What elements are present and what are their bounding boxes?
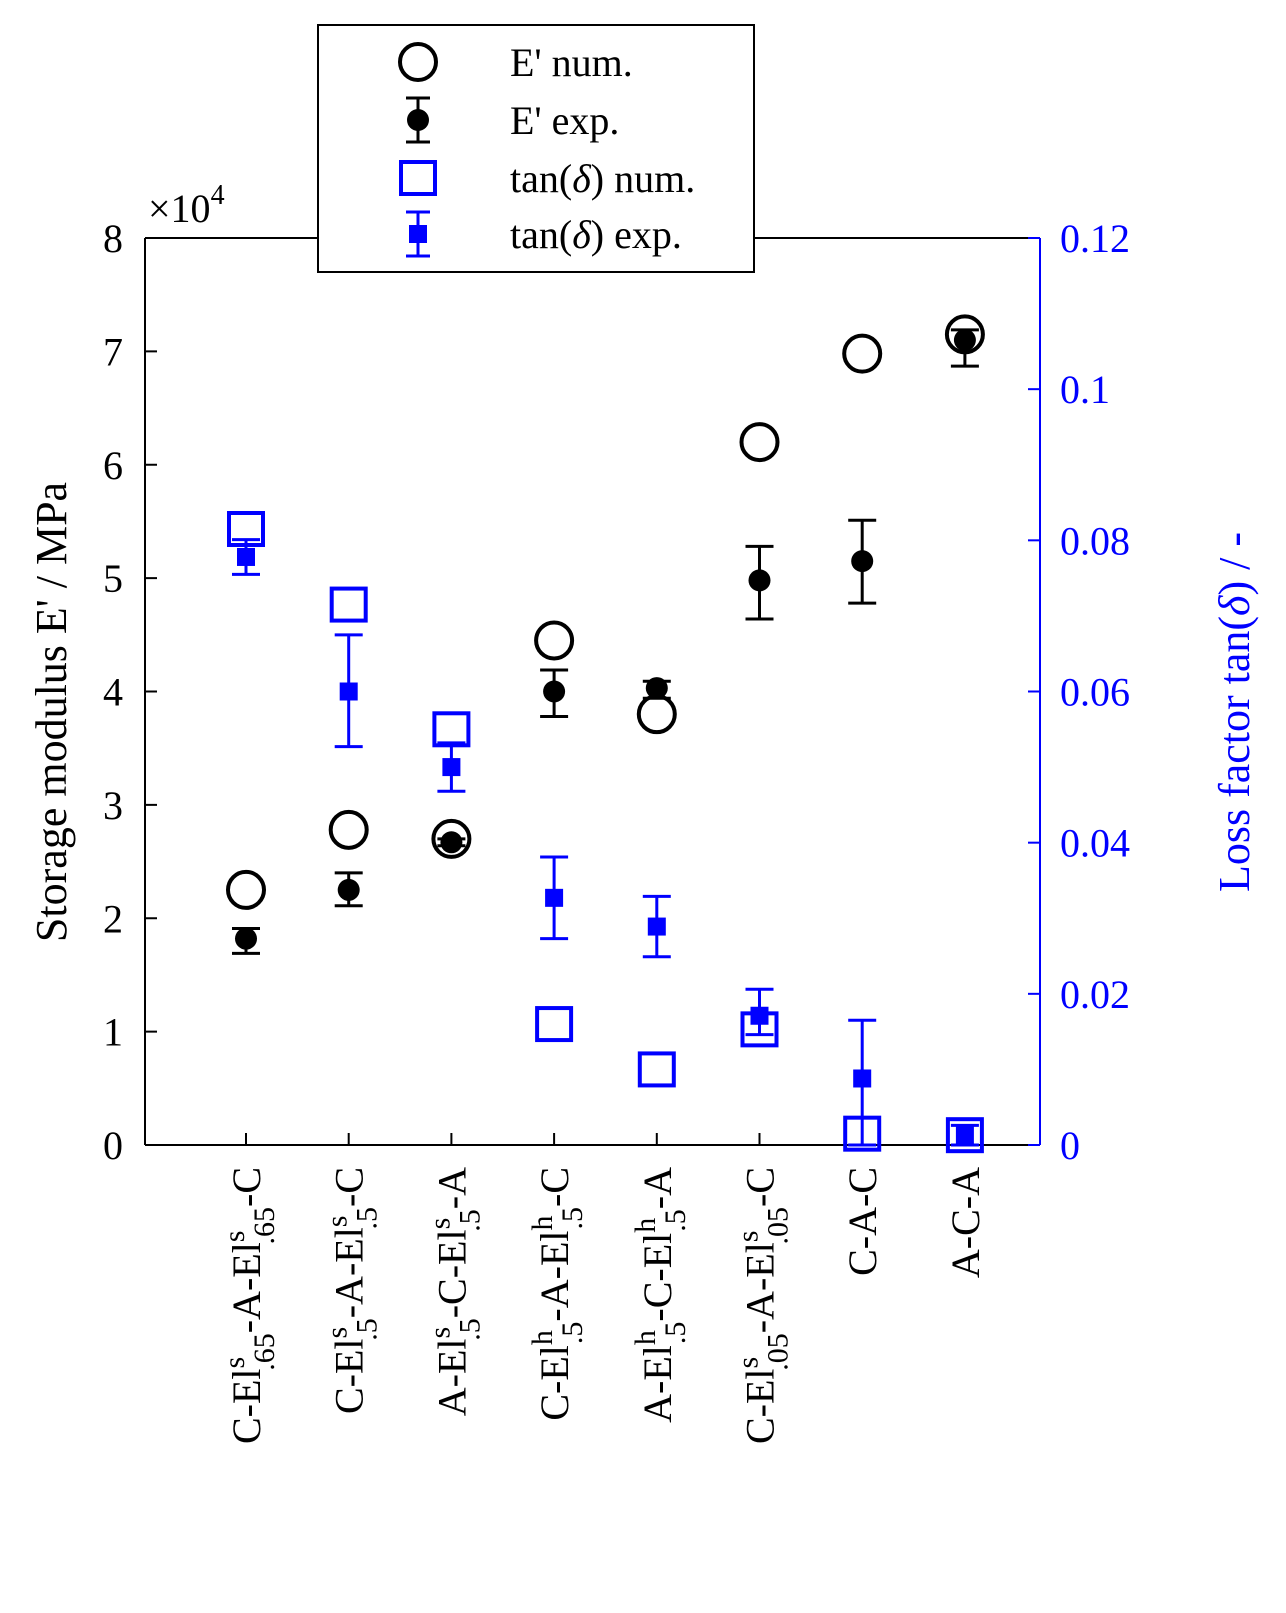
y-tick-label: 3 [103,783,123,828]
x-tick-label: A-Elh.5-C-Elh.5-A [629,1167,692,1423]
x-tick-label: C-Els.65-A-Els.65-C [218,1167,281,1444]
data-marks [226,314,985,1154]
axes [144,237,1041,1146]
y2-tick-label: 0.04 [1060,821,1130,866]
tan-num-point [432,711,471,748]
y-tick-label: 7 [103,329,123,374]
tan-num-point [843,1115,882,1152]
y-tick-label: 5 [103,556,123,601]
e-num-point [328,809,369,850]
y-tick-label: 2 [103,896,123,941]
tan-exp-point [237,547,255,566]
y2-tick-label: 0 [1060,1123,1080,1168]
y2-tick-label: 0.12 [1060,216,1130,261]
e-num-point [739,422,780,463]
e-num-point [226,869,266,910]
legend-entry-e-exp: E' exp. [406,96,619,144]
legend: E' num. E' exp. tan(δ) num. tan(δ) exp. [317,24,755,273]
y2-tick-label: 0.02 [1060,972,1130,1017]
y-tick-label: 0 [103,1123,123,1168]
x-tick-label: C-Elh.5-A-Elh.5-C [526,1167,589,1421]
e-exp-point [851,550,874,573]
tan-num-point [329,586,368,623]
y-tick-label: 6 [103,443,123,488]
y2-tick-label: 0.08 [1060,518,1130,563]
legend-marker-open-circle [398,42,438,82]
y-axis-label: Storage modulus E' / MPa [27,482,76,942]
x-tick-label: A-C-A [943,1167,988,1278]
legend-entry-tan-num: tan(δ) num. [399,156,695,201]
y-tick-label: 4 [103,670,123,715]
x-tick-label: A-Els.5-C-Els.5-A [423,1167,486,1416]
y2-axis-label: Loss factor tan(δ) / - [1210,532,1259,892]
e-exp-point [440,831,463,854]
legend-label: tan(δ) exp. [510,212,682,257]
legend-marker-filled-circle [407,109,429,131]
e-num-point [534,620,575,661]
legend-box [317,24,755,273]
legend-label: E' num. [510,40,633,85]
e-num-point [842,333,883,374]
e-exp-point [337,878,360,901]
e-num-point [636,694,677,735]
legend-label: tan(δ) num. [510,156,695,201]
legend-entry-tan-exp: tan(δ) exp. [406,210,682,258]
e-exp-point [543,680,566,703]
tan-exp-point [955,1126,974,1145]
x-axis-ticks: C-Els.65-A-Els.65-C C-Els.5-A-Els.5-C A-El… [218,1133,988,1444]
legend-entry-e-num: E' num. [398,40,633,85]
tan-exp-point [545,888,564,907]
tan-exp-point [750,1006,769,1025]
e-exp-point [953,329,976,352]
e-exp-point [748,569,771,592]
tan-num-point [945,1117,984,1154]
tan-exp-point [853,1069,872,1088]
legend-marker-filled-square [409,225,427,243]
tan-exp-point [339,682,358,701]
y2-tick-label: 0.1 [1060,367,1110,412]
legend-marker-open-square [399,160,437,196]
right-y-axis-ticks: 0 0.02 0.04 0.06 0.08 0.1 0.12 [1028,216,1130,1168]
y-axis-multiplier: ×104 [148,180,225,231]
x-tick-label: C-Els.05-A-Els.05-C [732,1167,795,1444]
y2-tick-label: 0.06 [1060,670,1130,715]
tan-num-point [535,1006,574,1043]
y-tick-label: 8 [103,216,123,261]
e-exp-point [645,677,668,700]
legend-label: E' exp. [510,98,619,143]
left-y-axis-ticks: 0 1 2 3 4 5 6 7 8 [103,216,157,1168]
e-num-point [431,818,472,859]
e-exp-point [235,927,257,950]
tan-exp-point [647,917,666,936]
tan-num-point [227,510,265,547]
e-num-point [944,314,985,355]
tan-num-point [637,1051,676,1088]
tan-num-point [740,1011,779,1048]
x-tick-label: C-A-C [840,1167,885,1276]
x-tick-label: C-Els.5-A-Els.5-C [321,1167,384,1414]
tan-exp-point [442,758,461,777]
y-tick-label: 1 [103,1010,123,1055]
